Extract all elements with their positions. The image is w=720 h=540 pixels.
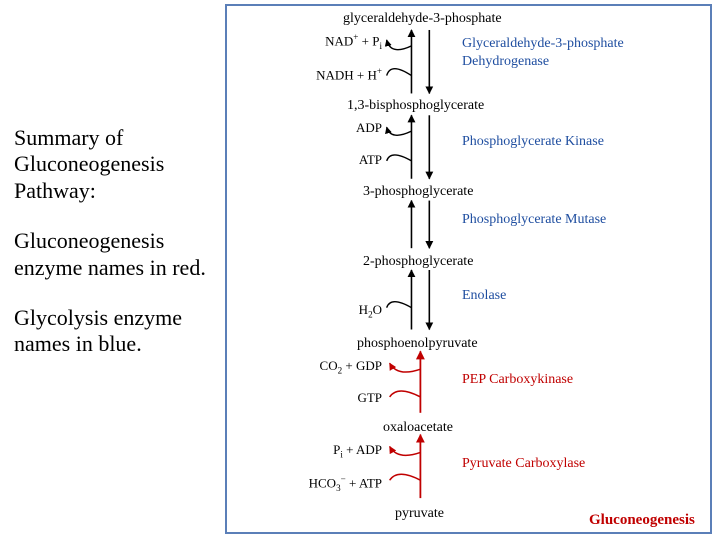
cof-branch-4 (387, 302, 412, 308)
cof-branch-1b (387, 69, 412, 76)
cof-branch-5a (390, 363, 421, 372)
cof-branch-2a (387, 127, 412, 135)
cof-branch-2b (387, 155, 412, 161)
cof-branch-6a (390, 447, 421, 456)
legend-blue: Glycolysis enzyme names in blue. (14, 305, 219, 358)
left-text-panel: Summary of Gluconeogenesis Pathway: Gluc… (14, 125, 219, 382)
cof-branch-1a (387, 40, 412, 50)
summary-heading: Summary of Gluconeogenesis Pathway: (14, 125, 219, 204)
arrow-layer (227, 6, 710, 532)
pathway-diagram: glyceraldehyde-3-phosphate 1,3-bisphosph… (225, 4, 712, 534)
cof-branch-6b (390, 474, 421, 480)
legend-red: Gluconeogenesis enzyme names in red. (14, 228, 219, 281)
cof-branch-5b (390, 391, 421, 397)
